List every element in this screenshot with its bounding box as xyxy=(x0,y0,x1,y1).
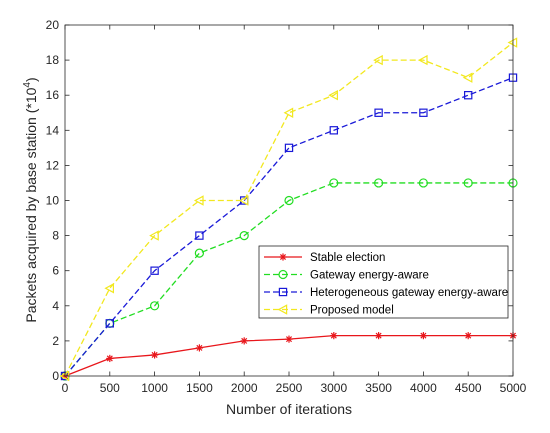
legend-item-1: Stable election xyxy=(264,252,385,264)
data-point xyxy=(418,178,428,188)
data-point xyxy=(105,319,114,328)
y-tick-label: 12 xyxy=(46,158,60,172)
legend-item-2: Gateway energy-aware xyxy=(264,270,429,282)
data-point xyxy=(419,108,428,117)
series-line-2 xyxy=(64,182,513,377)
y-tick-label: 4 xyxy=(52,299,59,313)
data-point xyxy=(104,283,115,294)
data-point xyxy=(149,230,159,241)
y-tick-label: 14 xyxy=(46,123,60,137)
data-point xyxy=(195,344,203,352)
x-tick-label: 2500 xyxy=(276,381,303,395)
y-tick-label: 18 xyxy=(46,53,60,67)
data-point xyxy=(464,90,473,100)
data-point xyxy=(329,178,339,188)
y-axis-title-main: Packets acquired by base station (*10 xyxy=(23,87,39,322)
x-tick-label: 5000 xyxy=(500,381,527,395)
data-point xyxy=(106,354,114,363)
ticks-layer: 0 500 1000 1500 2000 2500 3000 3500 4000 4500 5000… xyxy=(46,18,527,395)
data-point xyxy=(151,351,159,359)
y-tick-label: 20 xyxy=(46,18,60,32)
x-tick-label: 500 xyxy=(100,381,120,395)
data-point xyxy=(373,54,383,66)
data-point xyxy=(284,143,294,153)
x-tick-label: 1000 xyxy=(141,381,168,395)
series-line-4 xyxy=(64,42,514,377)
y-axis-title-close: ) xyxy=(23,77,39,82)
data-point xyxy=(464,332,472,340)
y-tick-label: 10 xyxy=(46,194,60,208)
legend-label: Heterogeneous gateway energy-aware xyxy=(310,287,508,299)
x-tick-label: 0 xyxy=(62,381,69,395)
legend-marker xyxy=(278,287,288,297)
data-point xyxy=(463,178,473,188)
series-layer xyxy=(59,37,518,382)
data-point xyxy=(240,337,248,345)
x-tick-label: 4000 xyxy=(410,381,437,395)
legend-item-3: Heterogeneous gateway energy-aware xyxy=(264,287,508,299)
y-tick-label: 16 xyxy=(46,88,60,102)
series-line-3 xyxy=(64,77,514,377)
data-point xyxy=(419,332,427,340)
data-point xyxy=(283,107,294,118)
legend-label: Proposed model xyxy=(310,305,394,317)
y-tick-label: 2 xyxy=(52,334,59,348)
data-point xyxy=(329,126,339,135)
data-point xyxy=(239,231,249,241)
series-4 xyxy=(59,37,518,382)
legend-box xyxy=(258,245,509,319)
legend-item-4: Proposed model xyxy=(264,304,394,317)
y-axis-title-exponent: 4 xyxy=(22,82,33,88)
legend-marker xyxy=(279,253,287,261)
legend-label: Stable election xyxy=(310,252,385,264)
x-tick-label: 2000 xyxy=(231,381,258,395)
legend: Stable election Gateway energy-aware Heter… xyxy=(258,245,509,319)
data-point xyxy=(150,266,159,275)
data-point xyxy=(330,332,338,340)
x-axis-title: Number of iterations xyxy=(226,401,352,417)
data-point xyxy=(285,335,293,343)
data-point xyxy=(374,178,384,188)
x-tick-label: 4500 xyxy=(455,381,482,395)
data-point xyxy=(193,195,204,206)
data-point xyxy=(150,301,160,311)
legend-marker xyxy=(278,269,288,280)
legend-marker xyxy=(277,304,288,315)
x-tick-label: 1500 xyxy=(186,381,213,395)
data-point xyxy=(328,89,338,101)
data-point xyxy=(238,195,249,206)
data-point xyxy=(374,108,383,117)
y-tick-label: 0 xyxy=(52,369,59,383)
x-tick-label: 3500 xyxy=(365,381,392,395)
legend-label: Gateway energy-aware xyxy=(310,270,429,282)
data-point xyxy=(195,231,204,240)
y-axis-title: Packets acquired by base station (*104) xyxy=(22,77,39,322)
x-tick-label: 3000 xyxy=(320,381,347,395)
data-point xyxy=(417,54,428,66)
y-tick-label: 8 xyxy=(52,229,59,243)
y-tick-label: 6 xyxy=(52,264,59,278)
data-point xyxy=(194,248,204,258)
data-point xyxy=(284,195,294,206)
data-point xyxy=(375,332,383,340)
data-point xyxy=(462,72,473,83)
